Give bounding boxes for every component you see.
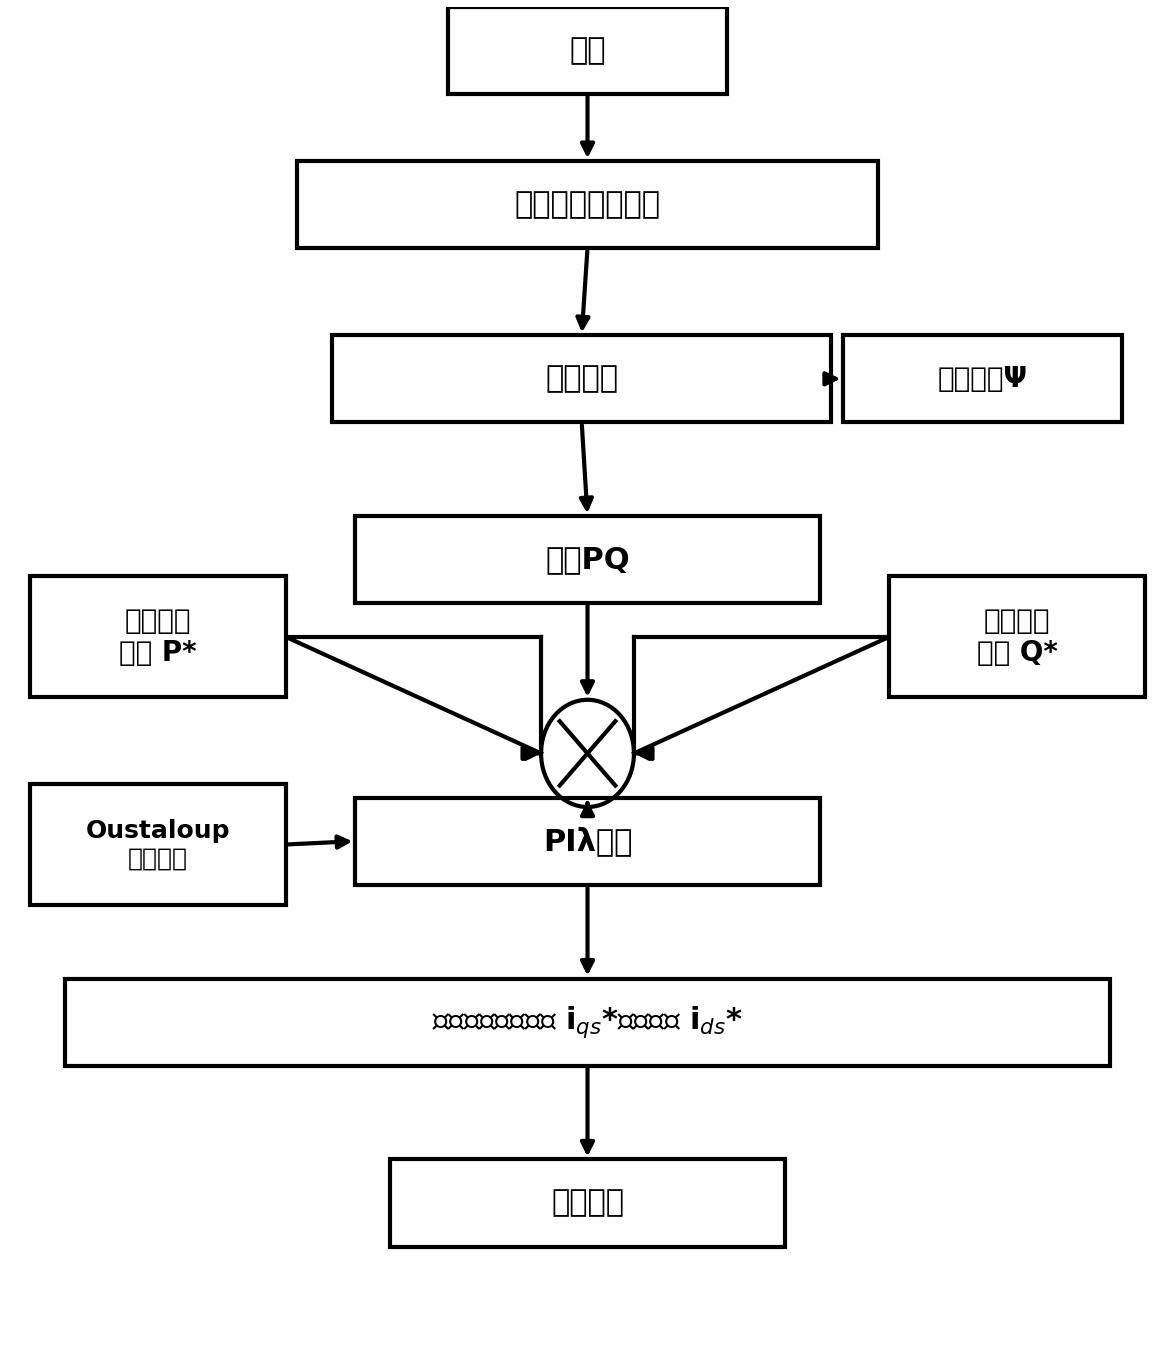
Text: 检测: 检测 [569,37,606,65]
FancyBboxPatch shape [297,161,878,248]
FancyBboxPatch shape [448,7,727,93]
Text: 定转子电压电流量: 定转子电压电流量 [515,190,660,219]
FancyBboxPatch shape [333,336,832,422]
FancyBboxPatch shape [842,336,1122,422]
Text: 定子磁链Ψ: 定子磁链Ψ [938,364,1027,393]
Text: PIλ控制: PIλ控制 [543,826,632,856]
FancyBboxPatch shape [31,784,286,904]
FancyBboxPatch shape [355,798,820,884]
Text: 定子电流有功分量 i$_{qs}$*无功分量 i$_{ds}$*: 定子电流有功分量 i$_{qs}$*无功分量 i$_{ds}$* [432,1005,743,1040]
Text: 有功功率
指令 P*: 有功功率 指令 P* [119,607,196,668]
FancyBboxPatch shape [65,979,1110,1066]
Text: Oustaloup
滤波算法: Oustaloup 滤波算法 [86,819,230,871]
Text: 定子PQ: 定子PQ [545,546,630,574]
Text: 无功功率
指令 Q*: 无功功率 指令 Q* [976,607,1058,668]
Text: 电流内环: 电流内环 [551,1189,624,1217]
FancyBboxPatch shape [889,577,1144,697]
FancyBboxPatch shape [390,1159,785,1247]
Text: 坐标变换: 坐标变换 [545,364,618,393]
FancyBboxPatch shape [355,516,820,604]
FancyBboxPatch shape [31,577,286,697]
